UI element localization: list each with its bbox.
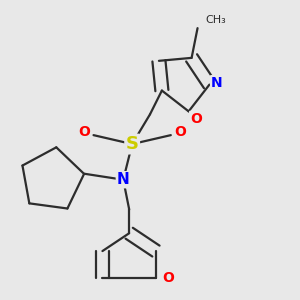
Text: O: O (190, 112, 202, 126)
Text: CH₃: CH₃ (205, 15, 226, 25)
Text: O: O (162, 271, 174, 285)
Text: S: S (126, 135, 139, 153)
Text: N: N (117, 172, 130, 187)
Text: O: O (79, 125, 91, 139)
Text: O: O (174, 125, 186, 139)
Text: N: N (211, 76, 223, 90)
